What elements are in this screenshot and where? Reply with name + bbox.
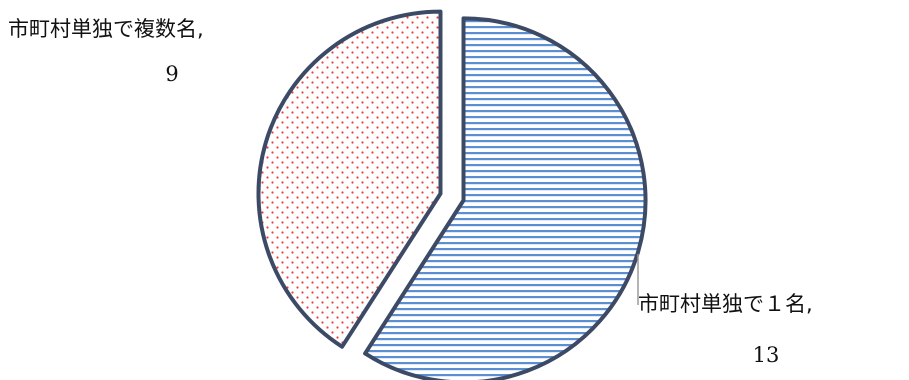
slice-label-multiple: 市町村単独で複数名, [8,17,204,41]
slice-label-single: 市町村単独で１名, [638,292,813,316]
slice-value-multiple: 9 [165,62,178,86]
slice-value-single: 13 [753,343,780,367]
pie-slices [256,9,648,380]
data-labels: 市町村単独で１名, 13 市町村単独で複数名, 9 [8,17,813,367]
pie-slice-single [363,16,648,380]
pie-slice-multiple [256,9,443,349]
